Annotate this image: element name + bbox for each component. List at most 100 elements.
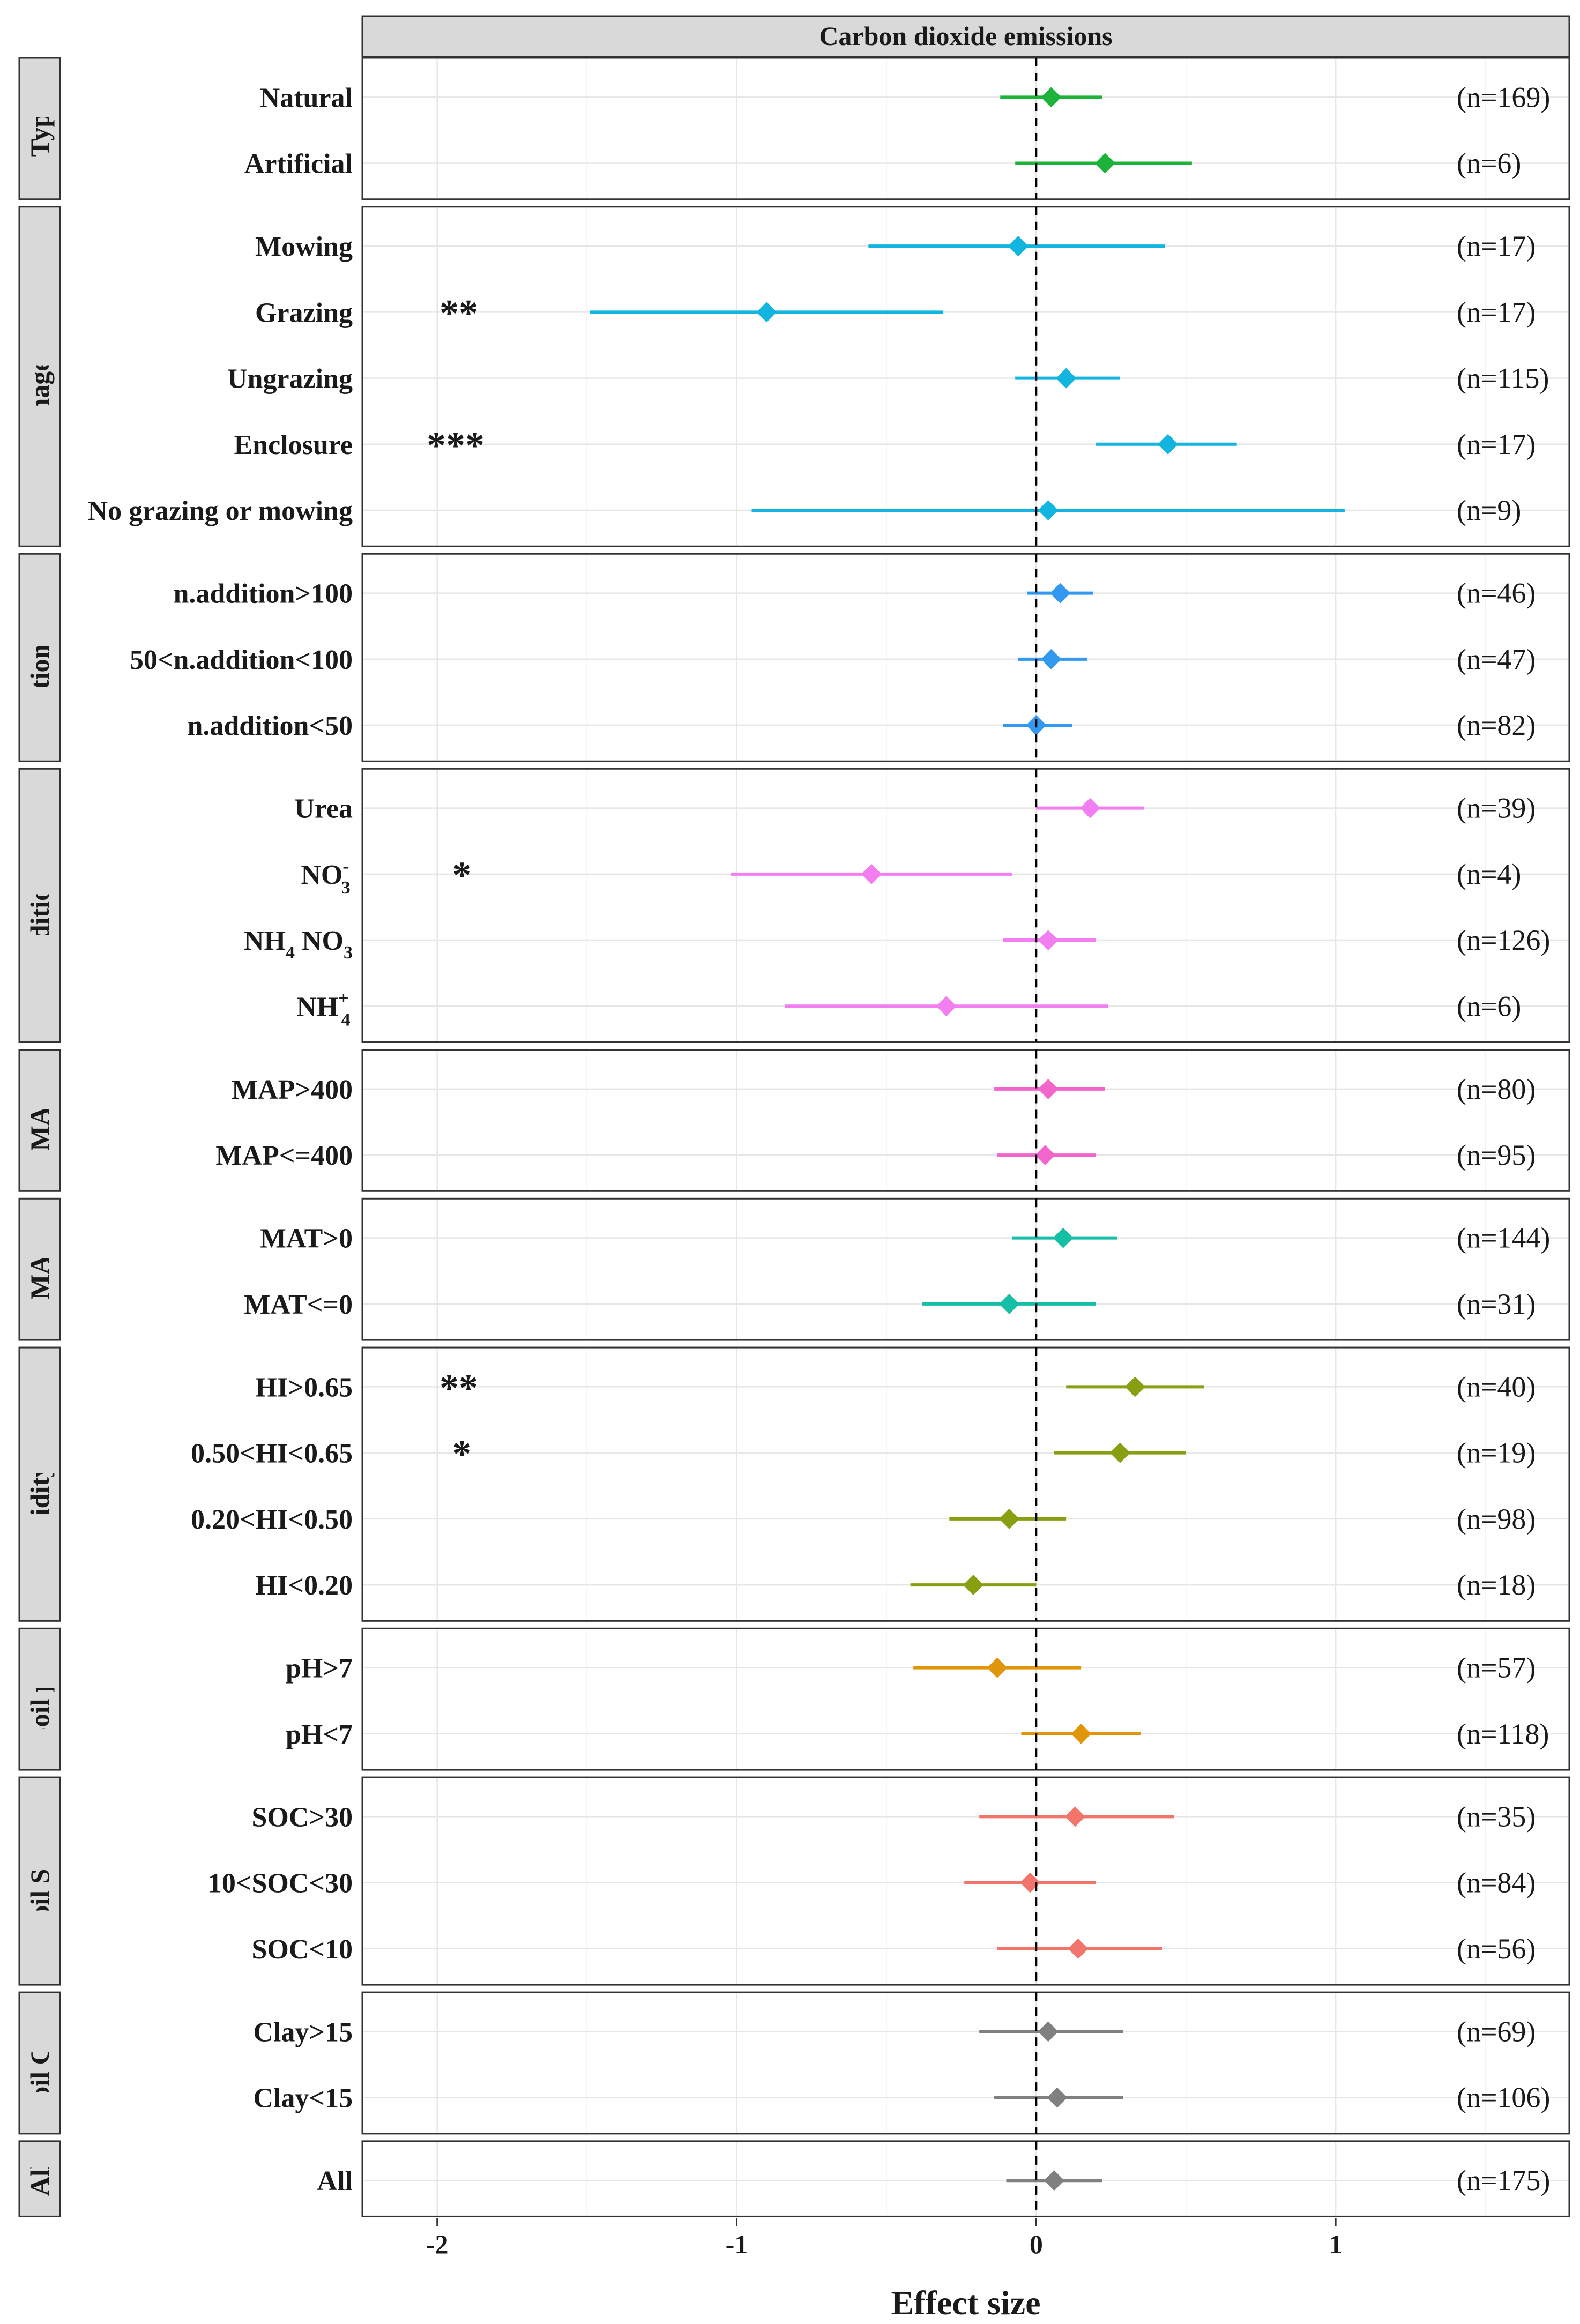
row-label: n.addition>100	[173, 579, 353, 609]
row-label: Urea	[294, 794, 353, 824]
row-label: 10<SOC<30	[208, 1868, 353, 1899]
point-estimate	[1041, 87, 1062, 108]
group-strip-label: Management	[25, 301, 55, 452]
group-strip-box	[18, 57, 61, 200]
group-strip-box	[18, 1197, 61, 1341]
x-axis: -2 -1 0 1	[426, 2218, 1343, 2259]
n-label: (n=4)	[1457, 858, 1521, 890]
group-strip-box	[18, 1049, 61, 1192]
point-estimate	[1079, 798, 1100, 818]
panel-frame	[361, 1776, 1570, 1986]
panel-frame	[361, 206, 1570, 547]
row-label: Clay>15	[253, 2017, 353, 2047]
n-label: (n=31)	[1457, 1288, 1536, 1320]
group-strip-box	[18, 768, 61, 1044]
panel-1: Management Mowing (n=17) Grazing (n=17) ** Ung…	[18, 206, 1570, 547]
row-label: SOC>30	[251, 1802, 353, 1833]
group-strip-label: Humidity index	[25, 1395, 55, 1574]
point-estimate	[999, 1508, 1020, 1529]
group-strip-label: All	[25, 2162, 55, 2196]
n-label: (n=17)	[1457, 230, 1536, 262]
title-strip-box	[361, 15, 1570, 58]
panel-9: Soil Clay Clay>15 (n=69) Clay<15 (n=106)	[18, 1991, 1570, 2135]
row-label: MAP<=400	[215, 1141, 353, 1171]
group-strip-box	[18, 1627, 61, 1771]
panel-2: N addition amount n.addition>100 (n=46) 50<…	[18, 553, 1570, 762]
point-estimate	[1050, 583, 1071, 604]
group-strip-box	[18, 2140, 61, 2217]
x-tick-label: 1	[1329, 2229, 1343, 2259]
n-label: (n=35)	[1457, 1800, 1536, 1833]
row-label: Enclosure	[234, 430, 353, 460]
row-label: HI<0.20	[256, 1570, 353, 1601]
n-label: (n=118)	[1457, 1718, 1549, 1750]
group-strip-box	[18, 206, 61, 547]
point-estimate	[1038, 1078, 1059, 1099]
group-strip-box	[18, 553, 61, 762]
n-label: (n=95)	[1457, 1139, 1536, 1171]
n-label: (n=6)	[1457, 990, 1521, 1022]
panel-8: Soil SOC SOC>30 (n=35) 10<SOC<30 (n=84) SOC<1…	[18, 1776, 1570, 1986]
point-estimate	[999, 1293, 1020, 1314]
point-estimate	[1064, 1806, 1085, 1827]
group-strip-label: MAP	[25, 1090, 55, 1151]
row-label: Artificial	[244, 149, 353, 180]
row-label: Clay<15	[253, 2083, 353, 2114]
significance-mark: **	[439, 1366, 478, 1409]
panel-5: MAT MAT>0 (n=144) MAT<=0 (n=31)	[18, 1197, 1570, 1341]
row-label: NH4 NO3	[244, 926, 353, 963]
row-label: pH>7	[286, 1653, 353, 1684]
row-label: MAT>0	[260, 1224, 353, 1254]
group-strip-label: N addition type	[25, 817, 55, 994]
row-label: All	[317, 2166, 353, 2196]
point-estimate	[1035, 1145, 1056, 1166]
group-strip-label: Soil pH	[25, 1656, 55, 1742]
panel-frame	[361, 1346, 1570, 1622]
point-estimate	[936, 996, 957, 1017]
n-label: (n=46)	[1457, 577, 1536, 609]
row-label: MAP>400	[232, 1075, 353, 1105]
n-label: (n=40)	[1457, 1370, 1536, 1403]
group-strip-label: Soil Clay	[25, 2011, 55, 2114]
row-label: n.addition<50	[187, 711, 353, 741]
panel-frame	[361, 1991, 1570, 2135]
n-label: (n=47)	[1457, 643, 1536, 675]
n-label: (n=106)	[1457, 2082, 1550, 2114]
point-estimate	[1056, 368, 1077, 389]
row-label: Ungrazing	[227, 364, 353, 394]
group-strip-label: MAT	[25, 1239, 55, 1300]
point-estimate	[1071, 1723, 1092, 1744]
point-estimate	[1109, 1442, 1130, 1463]
panel-0: Type Natural (n=169) Artificial (n=6)	[18, 57, 1570, 200]
x-tick-label: -1	[726, 2229, 748, 2259]
row-label: MAT<=0	[244, 1290, 353, 1320]
point-estimate	[1038, 500, 1059, 521]
title-strip: Carbon dioxide emissions	[361, 15, 1570, 58]
row-label: pH<7	[286, 1719, 353, 1750]
n-label: (n=144)	[1457, 1222, 1550, 1254]
row-label: No grazing or mowing	[88, 496, 353, 526]
row-label: HI>0.65	[256, 1372, 353, 1403]
n-label: (n=18)	[1457, 1569, 1536, 1601]
n-label: (n=84)	[1457, 1867, 1536, 1899]
n-label: (n=56)	[1457, 1933, 1536, 1965]
n-label: (n=57)	[1457, 1652, 1536, 1684]
x-tick-label: 0	[1030, 2229, 1043, 2259]
panel-6: Humidity index HI>0.65 (n=40) ** 0.50<HI<0.6…	[18, 1346, 1570, 1622]
point-estimate	[1041, 649, 1062, 669]
point-estimate	[1053, 1227, 1074, 1248]
panel-frame	[361, 1627, 1570, 1771]
point-estimate	[1047, 2087, 1068, 2108]
group-strip-box	[18, 1346, 61, 1622]
panel-frame	[361, 57, 1570, 200]
n-label: (n=175)	[1457, 2164, 1550, 2196]
point-estimate	[861, 863, 882, 884]
point-estimate	[1068, 1938, 1089, 1959]
panel-frame	[361, 1197, 1570, 1341]
point-estimate	[1038, 930, 1059, 951]
panel-frame	[361, 553, 1570, 762]
point-estimate	[756, 302, 777, 323]
n-label: (n=115)	[1457, 362, 1549, 394]
row-label: 50<n.addition<100	[130, 645, 353, 675]
